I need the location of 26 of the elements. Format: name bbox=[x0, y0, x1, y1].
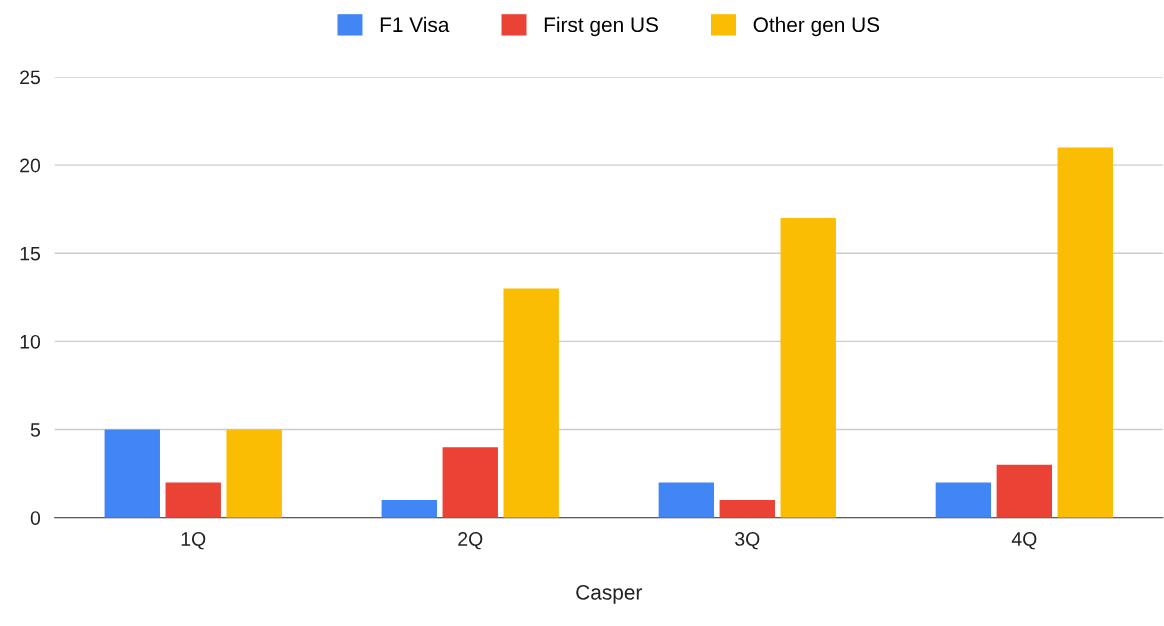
bar bbox=[104, 429, 160, 518]
y-tick-label: 5 bbox=[30, 423, 40, 437]
bar bbox=[381, 500, 438, 518]
bar bbox=[935, 482, 992, 518]
x-tick-label: 4Q bbox=[1011, 532, 1037, 550]
bar bbox=[996, 464, 1053, 518]
y-tick-label: 25 bbox=[20, 70, 41, 85]
bar bbox=[658, 482, 715, 518]
bar bbox=[165, 482, 221, 518]
bar bbox=[226, 429, 282, 518]
bar bbox=[780, 218, 836, 518]
legend-label: F1 Visa bbox=[380, 16, 450, 33]
x-tick-label: 1Q bbox=[181, 532, 206, 550]
x-axis-title: Casper bbox=[576, 584, 643, 604]
x-tick-label: 2Q bbox=[458, 532, 483, 550]
bar bbox=[1057, 147, 1113, 518]
bar bbox=[719, 500, 775, 518]
y-tick-label: 10 bbox=[20, 334, 41, 349]
x-tick-label: 3Q bbox=[735, 532, 760, 550]
y-tick-label: 0 bbox=[30, 511, 41, 525]
y-tick-label: 20 bbox=[20, 158, 41, 173]
y-tick-label: 15 bbox=[20, 246, 41, 261]
bar bbox=[503, 288, 559, 518]
legend-label: Other gen US bbox=[753, 16, 880, 37]
legend-label: First gen US bbox=[544, 16, 658, 37]
bar bbox=[442, 447, 498, 518]
